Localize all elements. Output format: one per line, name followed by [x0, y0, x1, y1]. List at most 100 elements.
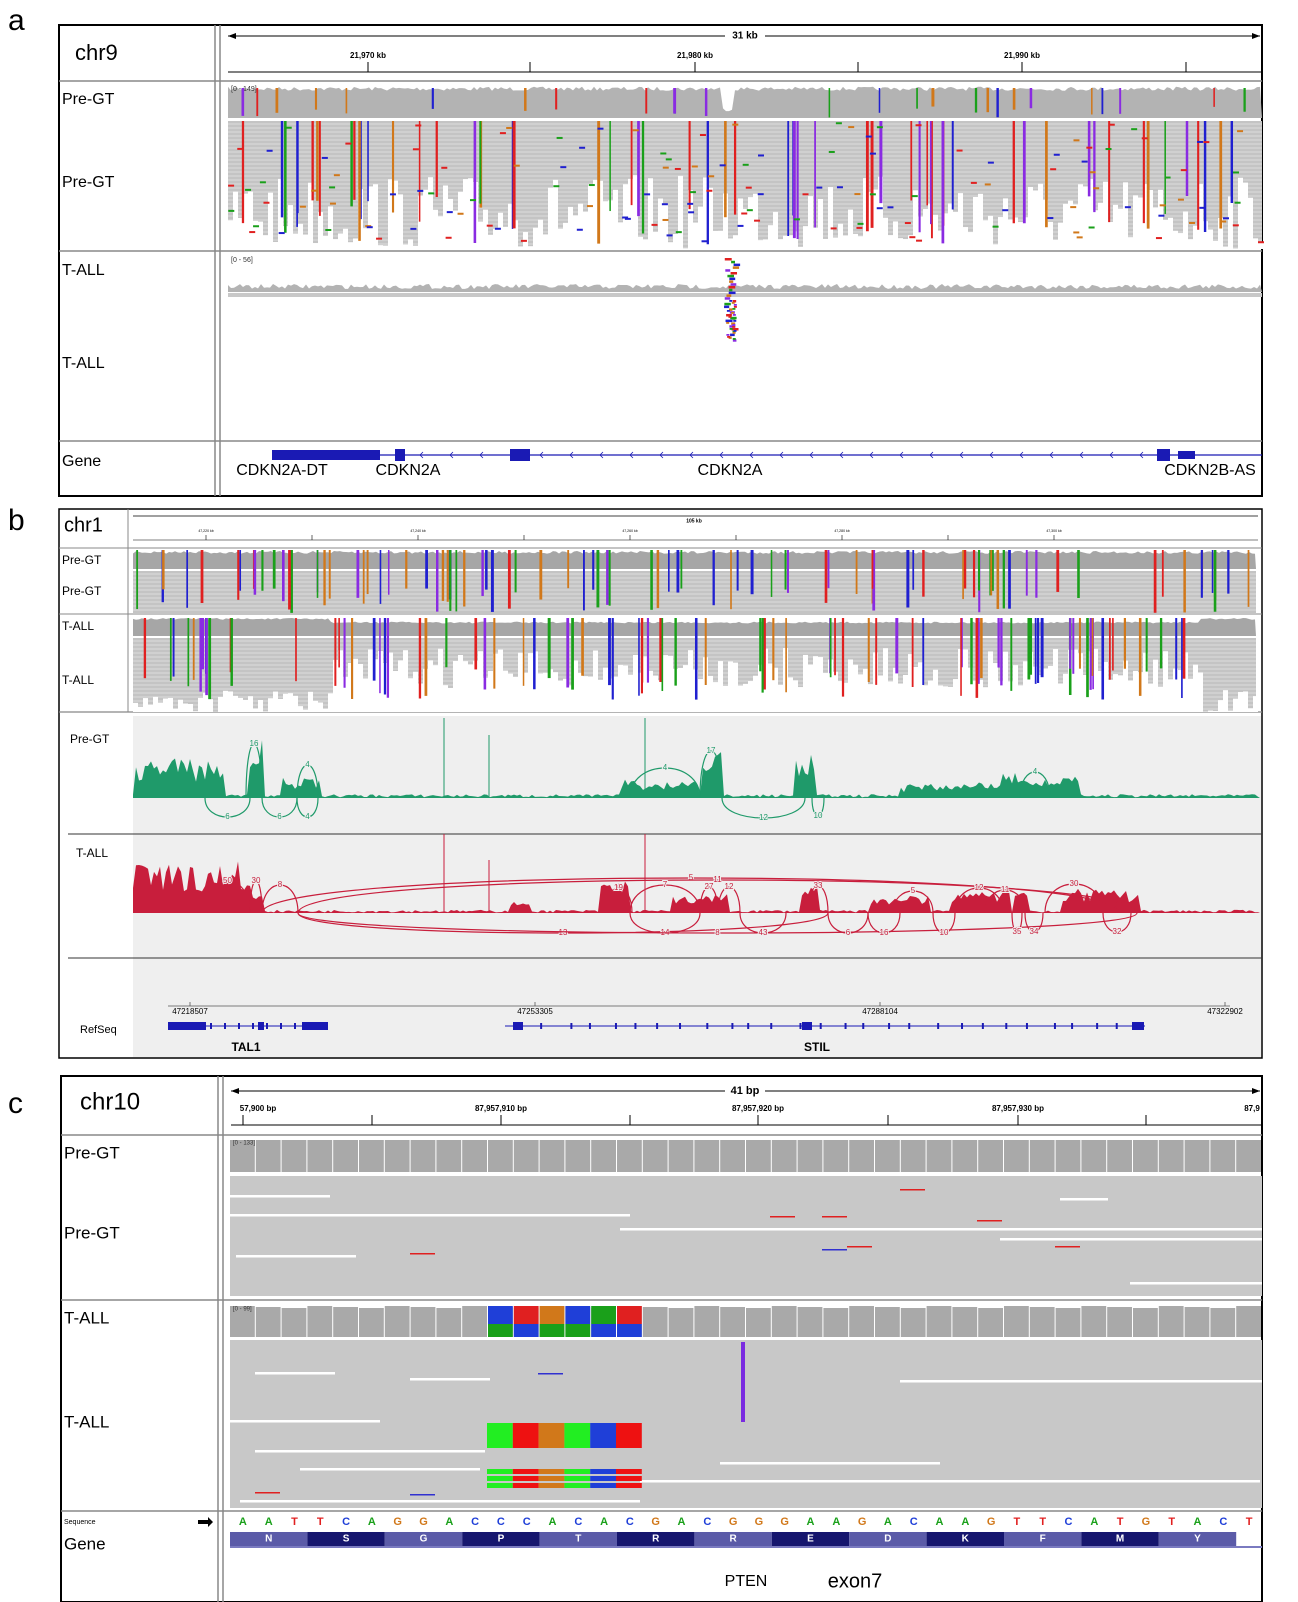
mismatch [854, 193, 861, 196]
read-edge [258, 221, 263, 249]
mismatch [586, 205, 593, 208]
read-edge [348, 242, 353, 249]
read-edge [1183, 211, 1188, 249]
read-edge [1163, 219, 1168, 249]
read-edge [1133, 195, 1138, 249]
read-edge [358, 663, 363, 712]
mismatch [644, 193, 651, 196]
coverage-cell [1004, 1306, 1029, 1337]
read-edge [1118, 675, 1123, 712]
coverage-cell [746, 1140, 771, 1172]
coverage-cell [436, 1140, 462, 1172]
read-edge [1033, 190, 1038, 249]
strand-arrow [779, 451, 784, 459]
junction-arc [699, 886, 719, 914]
read-edge [568, 206, 573, 249]
allele-read [590, 1469, 616, 1474]
mismatch [733, 306, 737, 308]
coverage-cell [1107, 1307, 1132, 1337]
read-edge [463, 179, 468, 249]
mismatch [1108, 123, 1115, 126]
arrow-head [1252, 1088, 1260, 1094]
coverage-cell [1236, 1140, 1261, 1172]
read-edge [713, 230, 718, 249]
read-edge [583, 676, 588, 712]
read-edge [983, 220, 988, 249]
read-edge [498, 212, 503, 249]
mismatch [445, 236, 452, 239]
exon [937, 1023, 940, 1029]
exon [770, 1023, 773, 1029]
read-edge [508, 673, 513, 712]
read-edge [898, 683, 903, 712]
mismatch [706, 189, 713, 192]
mismatch [869, 152, 876, 155]
read-edge [308, 691, 313, 712]
mismatch [333, 174, 340, 177]
read-edge [373, 659, 378, 712]
read-edge [903, 674, 908, 712]
read-edge [733, 235, 738, 249]
mismatch [494, 227, 501, 230]
read-edge [248, 696, 253, 712]
exon [679, 1023, 682, 1029]
read-edge [298, 223, 303, 249]
read-edge [828, 659, 833, 712]
mismatch [1086, 146, 1093, 149]
junction-arc [245, 743, 263, 799]
ruler-tick-label: 87,957,930 bp [992, 1104, 1044, 1113]
amino-acid-label: M [1116, 1534, 1124, 1545]
junction-count: 4 [663, 763, 668, 772]
mismatch [745, 186, 752, 189]
mismatch [728, 291, 736, 295]
ruler-tick-label: 87,957,910 bp [475, 1104, 527, 1113]
exon [395, 449, 405, 461]
coverage-cell [900, 1308, 926, 1337]
read-edge [348, 663, 353, 712]
read-edge [628, 674, 633, 712]
strand-arrow [1109, 451, 1114, 459]
read-edge [1128, 237, 1133, 249]
read-edge [153, 696, 158, 712]
read-edge [708, 187, 713, 249]
read-edge [228, 691, 233, 712]
read-edge [1243, 182, 1248, 249]
mismatch [691, 165, 698, 168]
read-edge [973, 680, 978, 712]
mismatch [729, 328, 733, 330]
read-edge [608, 200, 613, 249]
allele-read [487, 1469, 513, 1474]
amino-acid-label: F [1040, 1534, 1046, 1545]
read-edge [343, 676, 348, 712]
coverage-cell [281, 1140, 307, 1172]
track-label: Gene [64, 1534, 106, 1553]
read-edge [613, 189, 618, 249]
allele-bottom [565, 1324, 591, 1337]
coverage-cell [1081, 1306, 1107, 1337]
junction-arc [629, 767, 701, 799]
sashimi-background [133, 716, 1261, 1057]
read-edge [1038, 675, 1043, 712]
mismatch [915, 124, 922, 127]
read-edge [898, 238, 903, 249]
insertion [741, 1342, 745, 1422]
strand-arrow [569, 451, 574, 459]
amino-acid [617, 1532, 695, 1546]
exon [981, 1023, 984, 1029]
read-edge [1013, 665, 1018, 712]
read-edge [1248, 708, 1253, 712]
base: T [1117, 1516, 1124, 1528]
junction-count: 10 [940, 928, 949, 937]
read-edge [468, 178, 473, 249]
read-edge [658, 198, 663, 249]
allele-bottom [591, 1324, 616, 1337]
strand-arrow [809, 451, 814, 459]
read-edge [1248, 197, 1253, 249]
read-edge [1058, 683, 1063, 712]
mismatch [730, 272, 738, 275]
mismatch [836, 186, 843, 189]
coverage-cell [978, 1140, 1003, 1172]
coverage-cell [746, 1308, 771, 1337]
junction-count: 30 [252, 876, 261, 885]
